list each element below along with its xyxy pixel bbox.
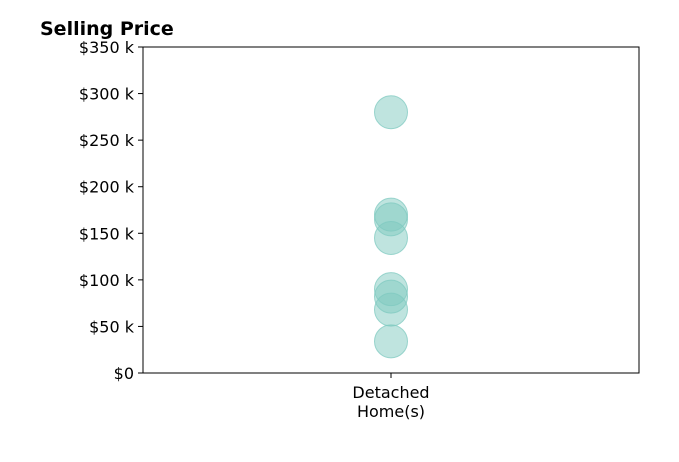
data-point	[374, 292, 408, 327]
data-point	[374, 220, 408, 255]
y-tick-label: $300 k	[79, 85, 135, 104]
chart-title: Selling Price	[40, 18, 174, 40]
data-point	[374, 324, 408, 359]
y-tick-label: $200 k	[79, 178, 135, 197]
y-tick-label: $50 k	[89, 317, 135, 336]
y-tick-label: $100 k	[79, 271, 135, 290]
y-tick-label: $150 k	[79, 224, 135, 243]
y-tick-label: $250 k	[79, 131, 135, 150]
x-axis: Detached Home(s)	[352, 373, 430, 421]
y-axis: $0 $50 k $100 k $150 k $200 k $250 k $300 k $35…	[79, 38, 143, 383]
y-tick-label: $0	[114, 364, 134, 383]
data-points	[374, 95, 408, 359]
data-point	[374, 95, 408, 130]
y-tick-label: $350 k	[79, 38, 135, 57]
x-tick-label: Detached Home(s)	[352, 383, 429, 421]
